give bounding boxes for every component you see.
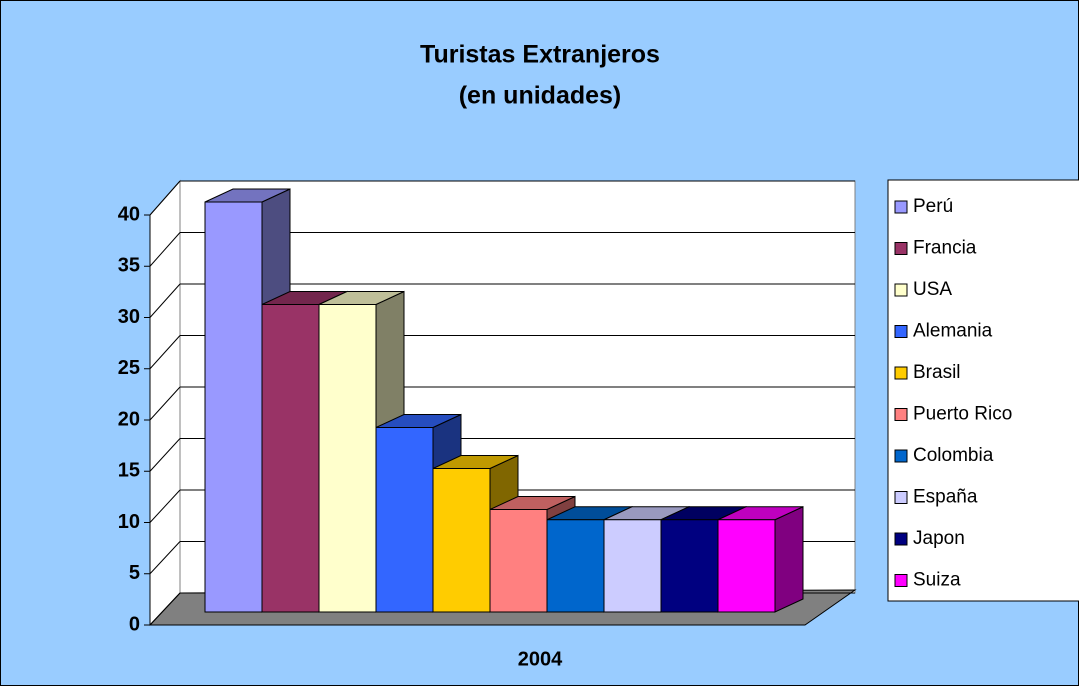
y-tick-label: 40 xyxy=(118,203,140,225)
legend-label: Japon xyxy=(913,528,965,549)
grid-line xyxy=(149,489,181,523)
bar xyxy=(261,304,320,613)
legend-swatch xyxy=(894,491,908,504)
legend xyxy=(887,179,1079,602)
grid-line xyxy=(149,232,181,267)
legend-label: Brasil xyxy=(913,362,961,383)
bar xyxy=(204,201,263,613)
legend-swatch xyxy=(894,242,908,255)
grid-line xyxy=(149,386,181,421)
bar xyxy=(546,519,605,613)
legend-swatch xyxy=(894,574,908,587)
grid-line xyxy=(149,335,181,370)
legend-swatch xyxy=(894,366,908,380)
legend-label: Alemania xyxy=(913,321,993,342)
legend-swatch xyxy=(894,200,908,214)
y-tick-label: 30 xyxy=(118,306,140,328)
legend-label: USA xyxy=(913,279,952,300)
legend-label: Francia xyxy=(913,238,977,259)
bar-side xyxy=(774,505,804,613)
legend-swatch xyxy=(894,283,908,297)
x-tick-label: 2004 xyxy=(518,648,563,670)
chart-title: Turistas Extranjeros xyxy=(420,41,660,69)
bar xyxy=(603,519,662,613)
y-tick-label: 10 xyxy=(118,511,140,533)
legend-swatch xyxy=(894,532,908,546)
y-tick-label: 15 xyxy=(118,460,140,482)
bar xyxy=(489,509,548,613)
chart-title: (en unidades) xyxy=(459,82,622,110)
bar xyxy=(717,519,776,613)
y-tick-label: 35 xyxy=(118,255,140,277)
bar xyxy=(375,427,434,613)
grid-line xyxy=(149,541,181,575)
grid-line xyxy=(149,592,181,626)
legend-label: España xyxy=(913,487,978,508)
legend-label: Perú xyxy=(913,196,953,217)
y-tick-label: 25 xyxy=(118,357,140,379)
bar xyxy=(318,304,377,613)
legend-label: Suiza xyxy=(913,570,961,591)
legend-swatch xyxy=(894,408,908,421)
bar xyxy=(432,468,491,613)
y-tick-label: 5 xyxy=(129,562,140,584)
legend-swatch xyxy=(894,449,908,463)
legend-label: Puerto Rico xyxy=(913,404,1012,425)
legend-swatch xyxy=(894,325,908,338)
grid-line xyxy=(149,283,181,318)
grid-line xyxy=(149,438,181,472)
grid-line xyxy=(149,180,181,216)
legend-label: Colombia xyxy=(913,445,994,466)
y-tick-label: 0 xyxy=(129,613,140,635)
y-tick-label: 20 xyxy=(118,408,140,430)
bar xyxy=(660,519,719,613)
